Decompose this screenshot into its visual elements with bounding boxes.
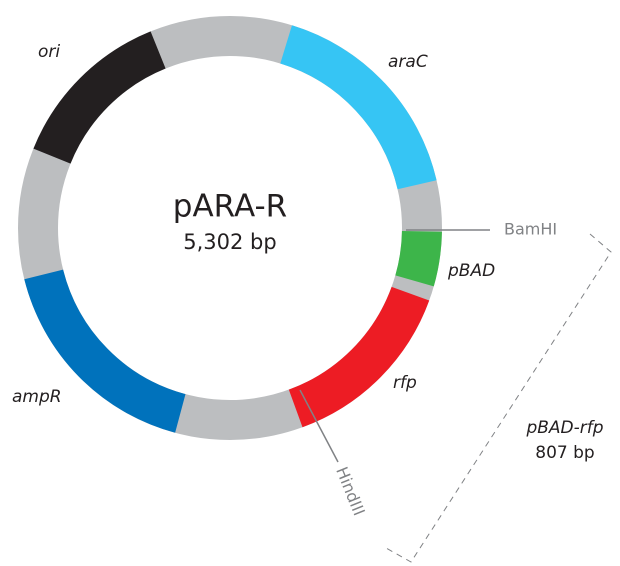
site-label: HindIII	[332, 464, 369, 518]
insert-label: pBAD-rfp	[525, 418, 603, 438]
feature-label: ampR	[12, 387, 62, 407]
feature-arc	[395, 230, 442, 287]
hindiii-leader	[299, 389, 339, 463]
feature-arc	[33, 31, 166, 164]
insert-size: 807 bp	[535, 443, 594, 463]
plasmid-size: 5,302 bp	[183, 230, 276, 254]
feature-arc	[288, 286, 430, 428]
feature-arc	[24, 269, 186, 433]
feature-label: ori	[38, 42, 60, 62]
plasmid-name: pARA-R	[173, 189, 287, 225]
feature-arc	[279, 25, 437, 190]
insert-bracket	[385, 233, 612, 563]
backbone-ring	[18, 16, 442, 440]
feature-label: araC	[388, 52, 428, 72]
site-label: BamHI	[504, 220, 557, 239]
feature-label: rfp	[393, 373, 417, 393]
feature-label: pBAD	[447, 261, 495, 281]
